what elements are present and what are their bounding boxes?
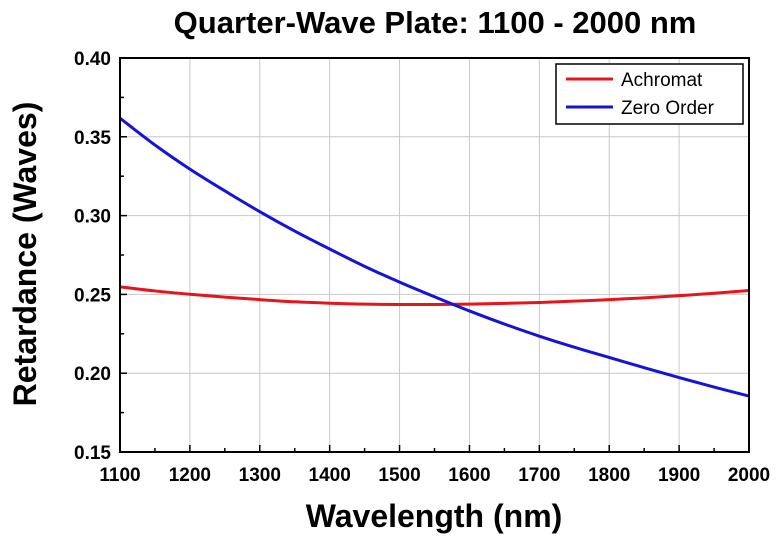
legend-box	[555, 63, 744, 125]
x-tick-label: 1200	[169, 465, 211, 486]
y-tick-label: 0.30	[74, 207, 111, 228]
x-tick-labels: 1100 1200 1300 1400 1500 1600 1700 1800 1900 2000	[99, 465, 770, 486]
axis-ticks	[119, 57, 750, 453]
y-tick-label: 0.25	[74, 285, 111, 306]
y-tick-label: 0.15	[74, 443, 111, 464]
x-tick-label: 1600	[448, 465, 490, 486]
x-tick-label: 1400	[309, 465, 351, 486]
legend-label-zero-order: Zero Order	[621, 98, 715, 119]
chart-title: Quarter-Wave Plate: 1100 - 2000 nm	[174, 5, 697, 40]
series-layer	[119, 117, 750, 398]
x-tick-label: 1300	[239, 465, 281, 486]
legend-label-achromat: Achromat	[621, 70, 703, 91]
x-tick-label: 1500	[378, 465, 420, 486]
y-tick-label: 0.20	[74, 364, 111, 385]
x-axis-label: Wavelength (nm)	[306, 498, 563, 534]
grid	[120, 58, 749, 452]
x-tick-label: 1800	[588, 465, 630, 486]
x-tick-label: 1100	[99, 465, 140, 486]
x-tick-label: 2000	[728, 465, 770, 486]
y-axis-label: Retardance (Waves)	[7, 102, 43, 407]
series-line-achromat	[119, 285, 750, 307]
y-tick-labels: 0.15 0.20 0.25 0.30 0.35 0.40	[74, 49, 111, 464]
y-tick-label: 0.40	[74, 49, 111, 70]
y-tick-label: 0.35	[74, 128, 111, 149]
x-tick-label: 1700	[518, 465, 560, 486]
x-tick-label: 1900	[658, 465, 700, 486]
legend: Achromat Zero Order	[555, 63, 744, 125]
series-line-zero-order	[119, 117, 750, 398]
